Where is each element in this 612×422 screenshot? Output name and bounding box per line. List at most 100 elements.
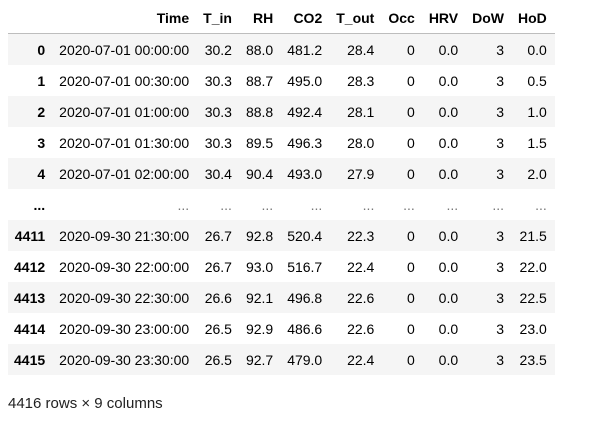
- cell-occ: 0: [407, 320, 415, 337]
- cell-rh: 88.7: [245, 72, 274, 89]
- cell-t-out: 28.0: [347, 134, 375, 151]
- cell-occ: 0: [407, 289, 415, 306]
- table-body: 0 2020-07-01 00:00:00 30.2 88.0 481.2 28.4 0 0.…: [8, 33, 555, 375]
- cell-co2: 486.6: [287, 320, 323, 337]
- table-row: 4414 2020-09-30 23:00:00 26.5 92.9 486.6 22.6…: [8, 313, 555, 344]
- cell-t-in: 30.2: [204, 41, 232, 58]
- cell-t-out: 22.3: [347, 227, 375, 244]
- column-header-t-out: T_out: [330, 2, 383, 34]
- cell-co2: 496.3: [287, 134, 323, 151]
- cell-dow: 3: [496, 165, 505, 182]
- cell-co2: ...: [310, 196, 323, 213]
- table-row: 4411 2020-09-30 21:30:00 26.7 92.8 520.4 22.3…: [8, 220, 555, 251]
- table-row: 4415 2020-09-30 23:30:00 26.5 92.7 479.0 22.4…: [8, 344, 555, 375]
- cell-hod: 22.5: [519, 289, 547, 306]
- table-row: 4412 2020-09-30 22:00:00 26.7 93.0 516.7 22.4…: [8, 251, 555, 282]
- cell-rh: 92.7: [245, 351, 274, 368]
- cell-dow: ...: [492, 196, 505, 213]
- cell-hrv: ...: [446, 196, 459, 213]
- cell-time: 2020-09-30 22:30:00: [59, 289, 190, 306]
- cell-hrv: 0.0: [438, 227, 459, 244]
- row-index-cell: ...: [33, 196, 46, 213]
- cell-hrv: 0.0: [438, 351, 459, 368]
- cell-dow: 3: [496, 72, 505, 89]
- cell-t-in: 26.5: [204, 320, 232, 337]
- cell-rh: 92.8: [245, 227, 274, 244]
- column-header-co2: CO2: [281, 2, 331, 34]
- column-header-hod: HoD: [512, 2, 555, 34]
- cell-hrv: 0.0: [438, 289, 459, 306]
- cell-co2: 520.4: [287, 227, 323, 244]
- cell-hod: 0.5: [527, 72, 547, 89]
- table-row: 1 2020-07-01 00:30:00 30.3 88.7 495.0 28.3 0 0.…: [8, 65, 555, 96]
- cell-hod: 1.0: [527, 103, 547, 120]
- cell-time: 2020-09-30 23:00:00: [59, 320, 190, 337]
- cell-t-in: 30.3: [204, 103, 232, 120]
- cell-rh: 88.0: [245, 41, 274, 58]
- cell-dow: 3: [496, 41, 505, 58]
- cell-rh: 89.5: [245, 134, 274, 151]
- cell-hod: 21.5: [519, 227, 547, 244]
- cell-co2: 496.8: [287, 289, 323, 306]
- cell-dow: 3: [496, 320, 505, 337]
- cell-occ: ...: [403, 196, 415, 213]
- cell-rh: ...: [261, 196, 274, 213]
- cell-dow: 3: [496, 351, 505, 368]
- cell-t-out: 27.9: [347, 165, 375, 182]
- row-index-cell: 0: [37, 41, 46, 58]
- row-index-cell: 4411: [14, 227, 46, 244]
- cell-t-in: 30.3: [204, 134, 232, 151]
- row-index-cell: 4412: [14, 258, 46, 275]
- cell-occ: 0: [407, 103, 415, 120]
- cell-t-out: 22.4: [347, 258, 375, 275]
- cell-t-in: 30.4: [204, 165, 232, 182]
- table-row: 0 2020-07-01 00:00:00 30.2 88.0 481.2 28.4 0 0.…: [8, 33, 555, 65]
- cell-rh: 93.0: [245, 258, 274, 275]
- cell-co2: 495.0: [287, 72, 323, 89]
- table-header: Time T_in RH CO2 T_out Occ HRV DoW HoD: [8, 2, 555, 34]
- cell-hrv: 0.0: [438, 258, 459, 275]
- cell-t-in: 26.7: [204, 227, 232, 244]
- cell-occ: 0: [407, 351, 415, 368]
- column-header-t-in: T_in: [197, 2, 240, 34]
- cell-dow: 3: [496, 134, 505, 151]
- row-index-cell: 4: [37, 165, 46, 182]
- cell-hrv: 0.0: [438, 165, 459, 182]
- cell-hrv: 0.0: [438, 103, 459, 120]
- cell-t-in: 26.6: [204, 289, 232, 306]
- cell-dow: 3: [496, 258, 505, 275]
- cell-hod: 1.5: [527, 134, 547, 151]
- cell-time: 2020-07-01 01:00:00: [59, 103, 190, 120]
- cell-hrv: 0.0: [438, 72, 459, 89]
- table-row: 4413 2020-09-30 22:30:00 26.6 92.1 496.8 22.6…: [8, 282, 555, 313]
- cell-occ: 0: [407, 227, 415, 244]
- cell-hod: 2.0: [527, 165, 547, 182]
- dataframe-output: Time T_in RH CO2 T_out Occ HRV DoW HoD 0…: [8, 2, 555, 375]
- cell-hrv: 0.0: [438, 134, 459, 151]
- cell-hod: 22.0: [519, 258, 547, 275]
- cell-rh: 88.8: [245, 103, 274, 120]
- cell-hod: 23.0: [519, 320, 547, 337]
- cell-t-in: 30.3: [204, 72, 232, 89]
- header-row: Time T_in RH CO2 T_out Occ HRV DoW HoD: [8, 2, 555, 34]
- cell-co2: 479.0: [287, 351, 323, 368]
- cell-time: 2020-07-01 00:30:00: [59, 72, 190, 89]
- dataframe-table: Time T_in RH CO2 T_out Occ HRV DoW HoD 0…: [8, 2, 555, 375]
- cell-t-out: 22.6: [347, 320, 375, 337]
- column-header-occ: Occ: [382, 2, 423, 34]
- table-row: 4 2020-07-01 02:00:00 30.4 90.4 493.0 27.9 0 0.…: [8, 158, 555, 189]
- cell-t-out: 22.6: [347, 289, 375, 306]
- cell-hrv: 0.0: [438, 41, 459, 58]
- column-header-dow: DoW: [466, 2, 513, 34]
- cell-time: 2020-09-30 22:00:00: [59, 258, 190, 275]
- cell-t-out: 28.3: [347, 72, 375, 89]
- cell-rh: 90.4: [245, 165, 274, 182]
- cell-co2: 492.4: [287, 103, 323, 120]
- row-index-cell: 1: [37, 72, 46, 89]
- cell-co2: 481.2: [287, 41, 323, 58]
- cell-occ: 0: [407, 41, 415, 58]
- cell-rh: 92.9: [245, 320, 274, 337]
- cell-time: 2020-07-01 00:00:00: [59, 41, 190, 58]
- table-row: 3 2020-07-01 01:30:00 30.3 89.5 496.3 28.0 0 0.…: [8, 127, 555, 158]
- dataframe-shape-summary: 4416 rows × 9 columns: [8, 395, 163, 412]
